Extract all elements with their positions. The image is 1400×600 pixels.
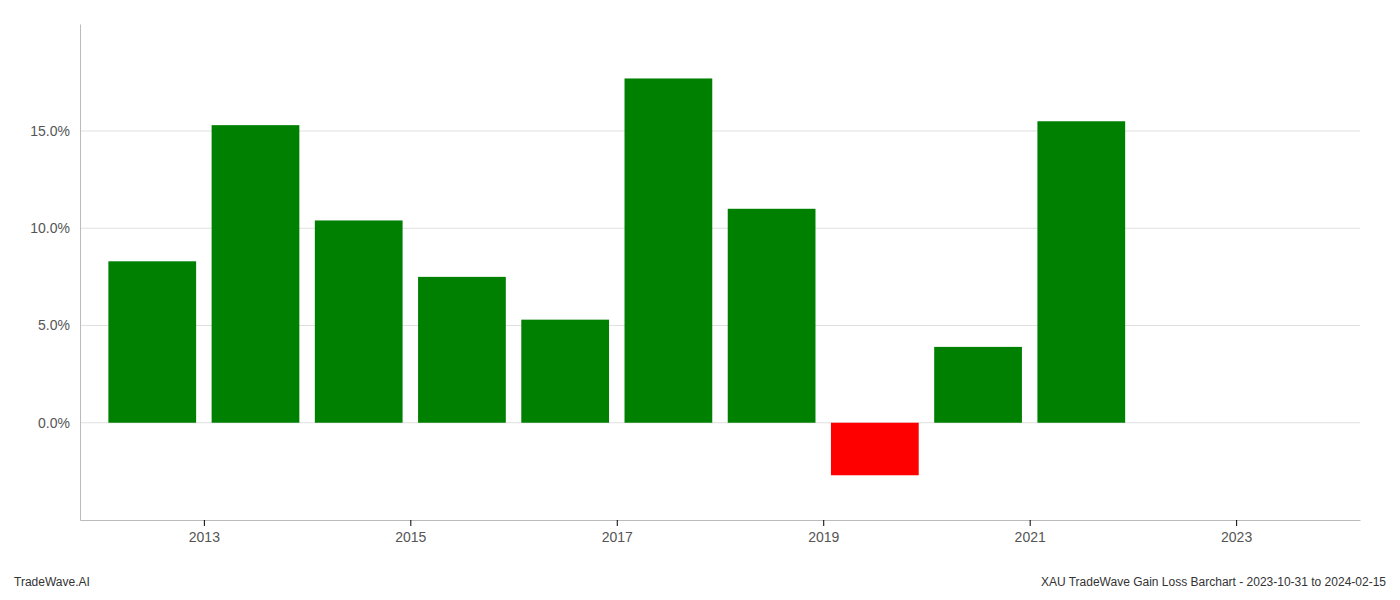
y-axis: 0.0% 5.0% 10.0% 15.0% bbox=[30, 25, 80, 521]
plot-area: 0.0%5.0%10.0%15.0%2013201520172019202120… bbox=[30, 25, 1360, 545]
footer-text: TradeWave.AI bbox=[14, 575, 90, 589]
bar bbox=[934, 347, 1022, 423]
y-axis-line bbox=[80, 25, 81, 521]
bar bbox=[315, 220, 403, 422]
x-tick-mark bbox=[617, 520, 618, 526]
y-tick-label: 0.0% bbox=[38, 415, 70, 431]
bar bbox=[521, 320, 609, 423]
x-tick: 2021 bbox=[1015, 520, 1046, 545]
x-tick-mark bbox=[204, 520, 205, 526]
y-tick: 15.0% bbox=[30, 123, 80, 139]
x-tick-label: 2021 bbox=[1015, 529, 1046, 545]
bar bbox=[1037, 121, 1125, 422]
y-tick-label: 5.0% bbox=[38, 317, 70, 333]
chart: 0.0%5.0%10.0%15.0%2013201520172019202120… bbox=[0, 0, 1400, 600]
x-tick-label: 2013 bbox=[189, 529, 220, 545]
bar bbox=[625, 78, 713, 422]
x-tick-mark bbox=[1236, 520, 1237, 526]
y-tick: 0.0% bbox=[38, 415, 80, 431]
x-tick: 2015 bbox=[395, 520, 426, 545]
x-axis: 2013 2015 2017 2019 2021 2023 bbox=[81, 520, 1361, 545]
bars bbox=[108, 78, 1125, 475]
x-tick-mark bbox=[410, 520, 411, 526]
x-tick: 2017 bbox=[602, 520, 633, 545]
y-tick-label: 10.0% bbox=[30, 220, 70, 236]
x-tick-label: 2017 bbox=[602, 529, 633, 545]
x-tick-mark bbox=[1030, 520, 1031, 526]
x-tick-label: 2023 bbox=[1221, 529, 1252, 545]
bar bbox=[1141, 422, 1229, 423]
y-tick: 10.0% bbox=[30, 220, 80, 236]
bar bbox=[418, 277, 506, 423]
x-tick-label: 2015 bbox=[395, 529, 426, 545]
bar bbox=[212, 125, 300, 423]
x-axis-line bbox=[81, 520, 1361, 521]
x-tick: 2023 bbox=[1221, 520, 1252, 545]
x-tick: 2013 bbox=[189, 520, 220, 545]
y-tick-label: 15.0% bbox=[30, 123, 70, 139]
bar bbox=[831, 423, 919, 476]
x-tick-mark bbox=[823, 520, 824, 526]
bar bbox=[728, 209, 816, 423]
x-tick-label: 2019 bbox=[808, 529, 839, 545]
x-tick: 2019 bbox=[808, 520, 839, 545]
bar bbox=[108, 261, 196, 422]
y-tick: 5.0% bbox=[38, 317, 80, 333]
footer-text: XAU TradeWave Gain Loss Barchart - 2023-… bbox=[1041, 575, 1386, 589]
